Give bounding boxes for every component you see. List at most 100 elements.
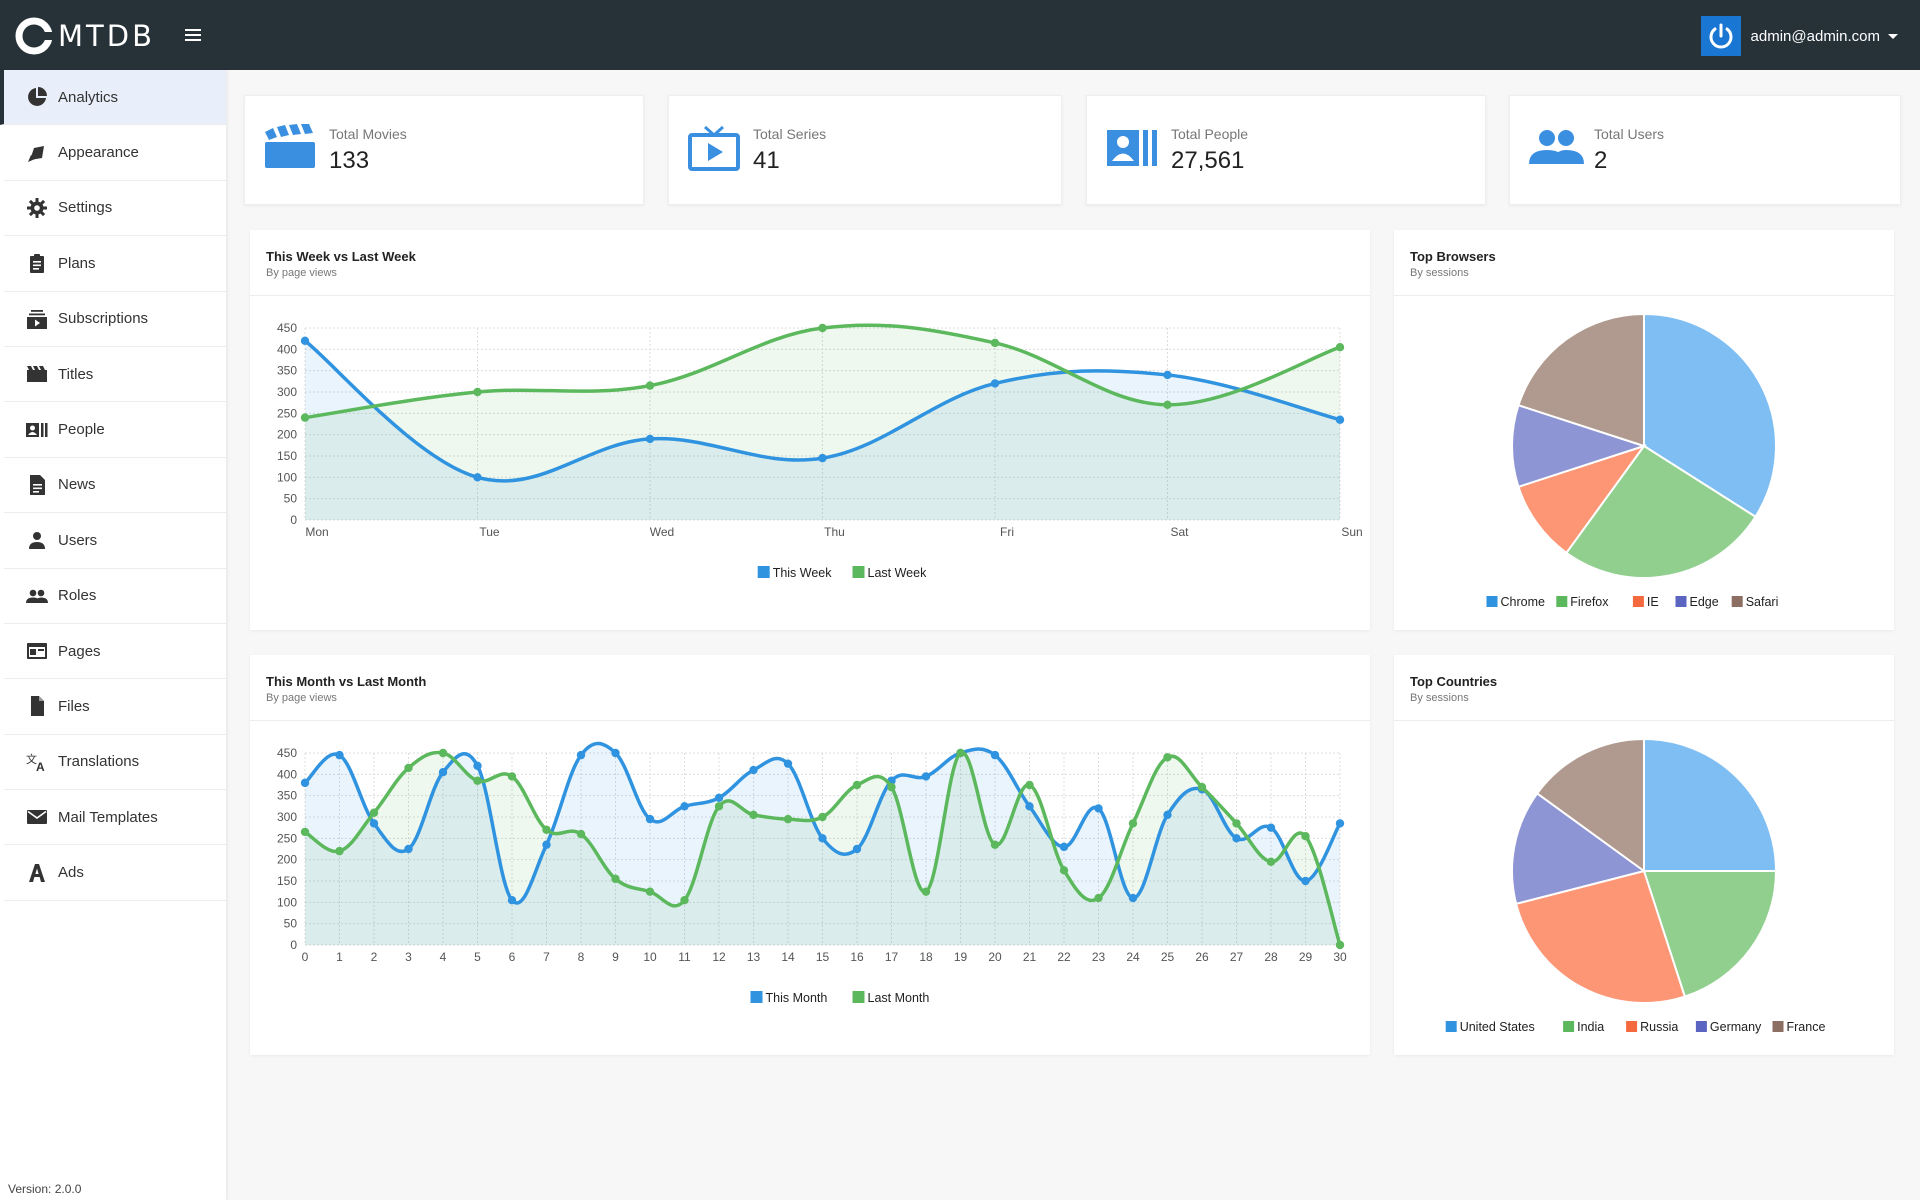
sidebar-item-pages[interactable]: Pages xyxy=(4,624,226,680)
y-tick-label: 100 xyxy=(277,470,297,484)
chevron-down-icon[interactable] xyxy=(1888,33,1898,39)
app-version: Version: 2.0.0 xyxy=(8,1182,82,1196)
x-tick-label: 9 xyxy=(612,950,619,964)
data-point xyxy=(645,381,655,390)
legend-label: Last Week xyxy=(868,566,928,580)
sidebar-item-news[interactable]: News xyxy=(4,458,226,514)
data-point xyxy=(1301,876,1310,886)
y-tick-label: 50 xyxy=(284,917,298,931)
data-point xyxy=(852,844,862,854)
sidebar: Analytics Appearance Settings Plans Subs… xyxy=(0,70,226,1200)
data-point xyxy=(1025,802,1034,811)
stat-value: 2 xyxy=(1594,147,1608,174)
x-tick-label: 26 xyxy=(1195,950,1209,964)
countries-pie-chart: United States India Russia Germany France xyxy=(1445,737,1825,1034)
sidebar-item-subscriptions[interactable]: Subscriptions xyxy=(4,292,226,347)
pie-slice xyxy=(1565,444,1757,579)
legend-swatch xyxy=(757,566,770,578)
sidebar-item-analytics[interactable]: Analytics xyxy=(0,70,226,126)
file-icon xyxy=(26,695,48,717)
menu-toggle-icon[interactable] xyxy=(180,23,206,47)
subscriptions-icon xyxy=(26,308,48,330)
data-point xyxy=(749,765,758,775)
x-tick-label: 24 xyxy=(1126,950,1140,964)
sidebar-item-label: Users xyxy=(58,531,98,549)
x-tick-label: 14 xyxy=(781,950,795,964)
pie-slice xyxy=(1517,444,1647,555)
x-tick-label: 17 xyxy=(885,950,899,964)
sidebar-item-appearance[interactable]: Appearance xyxy=(4,125,226,181)
x-tick-label: 3 xyxy=(405,950,412,964)
data-point xyxy=(369,819,379,828)
users-group-icon xyxy=(1528,124,1584,172)
x-tick-label: 18 xyxy=(919,950,933,964)
data-point xyxy=(576,750,586,760)
data-point xyxy=(921,887,931,896)
data-point xyxy=(300,413,310,422)
clipboard-icon xyxy=(26,252,48,274)
x-tick-label: 20 xyxy=(988,950,1002,964)
user-email[interactable]: admin@admin.com xyxy=(1750,27,1880,45)
sidebar-item-settings[interactable]: Settings xyxy=(4,181,226,237)
y-tick-label: 300 xyxy=(277,810,297,824)
series-area xyxy=(305,340,1340,520)
x-tick-label: 2 xyxy=(371,950,378,964)
x-tick-label: 12 xyxy=(712,950,726,964)
sidebar-item-roles[interactable]: Roles xyxy=(4,569,226,624)
y-tick-label: 0 xyxy=(290,513,297,527)
person-icon xyxy=(26,529,48,551)
data-point xyxy=(680,802,689,811)
sidebar-item-plans[interactable]: Plans xyxy=(4,236,226,292)
sidebar-item-label: Ads xyxy=(58,864,84,882)
legend-label: This Month xyxy=(766,991,828,1005)
logo-icon xyxy=(15,17,54,55)
sidebar-item-label: People xyxy=(58,421,105,439)
data-point xyxy=(818,812,827,822)
app-title: MTDB xyxy=(58,19,155,53)
sidebar-item-files[interactable]: Files xyxy=(4,679,226,735)
stat-card-users: Total Users 2 xyxy=(1509,95,1901,205)
legend-swatch xyxy=(1632,596,1644,607)
pie-slice xyxy=(1511,403,1648,489)
sidebar-item-label: Mail Templates xyxy=(58,808,158,826)
x-tick-label: 13 xyxy=(747,950,761,964)
legend-swatch xyxy=(1626,1021,1638,1032)
data-point xyxy=(749,810,758,820)
data-point xyxy=(542,825,551,834)
y-tick-label: 50 xyxy=(284,492,298,506)
x-tick-label: 27 xyxy=(1230,950,1244,964)
data-point xyxy=(473,776,482,785)
data-point xyxy=(1335,940,1345,950)
data-point xyxy=(921,772,931,781)
x-tick-label: 23 xyxy=(1092,950,1106,964)
legend-label: This Week xyxy=(773,566,833,580)
sidebar-item-label: Titles xyxy=(58,365,94,383)
stat-label: Total Movies xyxy=(329,126,407,142)
app-logo[interactable]: MTDB xyxy=(14,16,155,56)
sidebar-item-titles[interactable]: Titles xyxy=(4,347,226,403)
data-point xyxy=(645,814,655,824)
sidebar-item-users[interactable]: Users xyxy=(4,513,226,569)
legend-swatch xyxy=(1563,1021,1575,1032)
data-point xyxy=(680,896,689,905)
data-point xyxy=(818,834,827,843)
data-point xyxy=(611,748,620,758)
x-tick-label: 10 xyxy=(643,950,657,964)
data-point xyxy=(1059,866,1069,875)
sidebar-item-people[interactable]: People xyxy=(4,402,226,458)
data-point xyxy=(714,793,724,802)
data-point xyxy=(1232,834,1241,843)
sidebar-item-label: Settings xyxy=(58,199,113,217)
avatar[interactable] xyxy=(1700,16,1741,56)
legend-swatch xyxy=(852,991,865,1003)
sidebar-item-mail-templates[interactable]: Mail Templates xyxy=(4,790,226,846)
y-tick-label: 250 xyxy=(277,831,297,845)
document-icon xyxy=(26,474,48,496)
people-icon xyxy=(26,585,48,607)
web-page-icon xyxy=(26,640,48,662)
sidebar-item-ads[interactable]: Ads xyxy=(4,845,226,901)
user-menu[interactable]: admin@admin.com xyxy=(1700,16,1898,56)
x-tick-label: 22 xyxy=(1057,950,1071,964)
card-subtitle: By page views xyxy=(266,692,337,704)
